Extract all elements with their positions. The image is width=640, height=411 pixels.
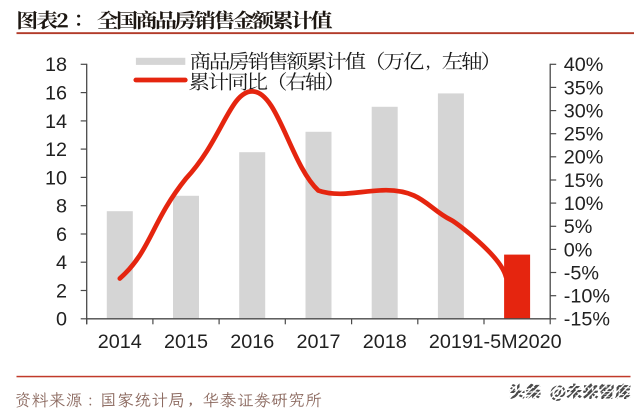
svg-text:10: 10 [45,167,67,189]
svg-text:14: 14 [45,111,67,133]
svg-text:2017: 2017 [296,331,340,353]
svg-text:-15%: -15% [564,309,610,331]
svg-text:18: 18 [45,54,67,76]
svg-text:40%: 40% [564,54,604,76]
svg-text:2016: 2016 [230,331,274,353]
svg-text:-5%: -5% [564,262,599,284]
svg-text:0: 0 [56,309,67,331]
svg-text:10%: 10% [564,193,604,215]
svg-text:-10%: -10% [564,286,610,308]
svg-text:6: 6 [56,224,67,246]
svg-text:2019: 2019 [429,331,473,353]
svg-text:16: 16 [45,83,67,105]
svg-text:1-5M2020: 1-5M2020 [473,331,562,353]
svg-text:15%: 15% [564,170,604,192]
svg-text:2014: 2014 [98,331,142,353]
svg-text:35%: 35% [564,77,604,99]
svg-text:12: 12 [45,139,67,161]
svg-text:2: 2 [56,280,67,302]
svg-text:0%: 0% [564,239,593,261]
svg-text:2015: 2015 [164,331,208,353]
svg-text:25%: 25% [564,124,604,146]
svg-text:8: 8 [56,196,67,218]
svg-text:2018: 2018 [363,331,407,353]
svg-text:5%: 5% [564,216,593,238]
svg-text:30%: 30% [564,101,604,123]
svg-text:4: 4 [56,252,67,274]
svg-text:20%: 20% [564,147,604,169]
